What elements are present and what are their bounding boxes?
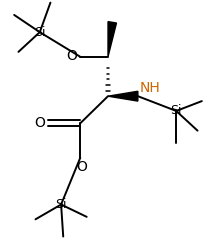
Text: O: O — [34, 116, 45, 130]
Polygon shape — [108, 22, 116, 57]
Text: Si: Si — [55, 198, 67, 211]
Text: NH: NH — [140, 81, 161, 95]
Text: O: O — [76, 160, 87, 174]
Polygon shape — [108, 91, 138, 101]
Text: O: O — [66, 49, 77, 62]
Text: Si: Si — [170, 105, 182, 118]
Text: Si: Si — [34, 26, 46, 39]
